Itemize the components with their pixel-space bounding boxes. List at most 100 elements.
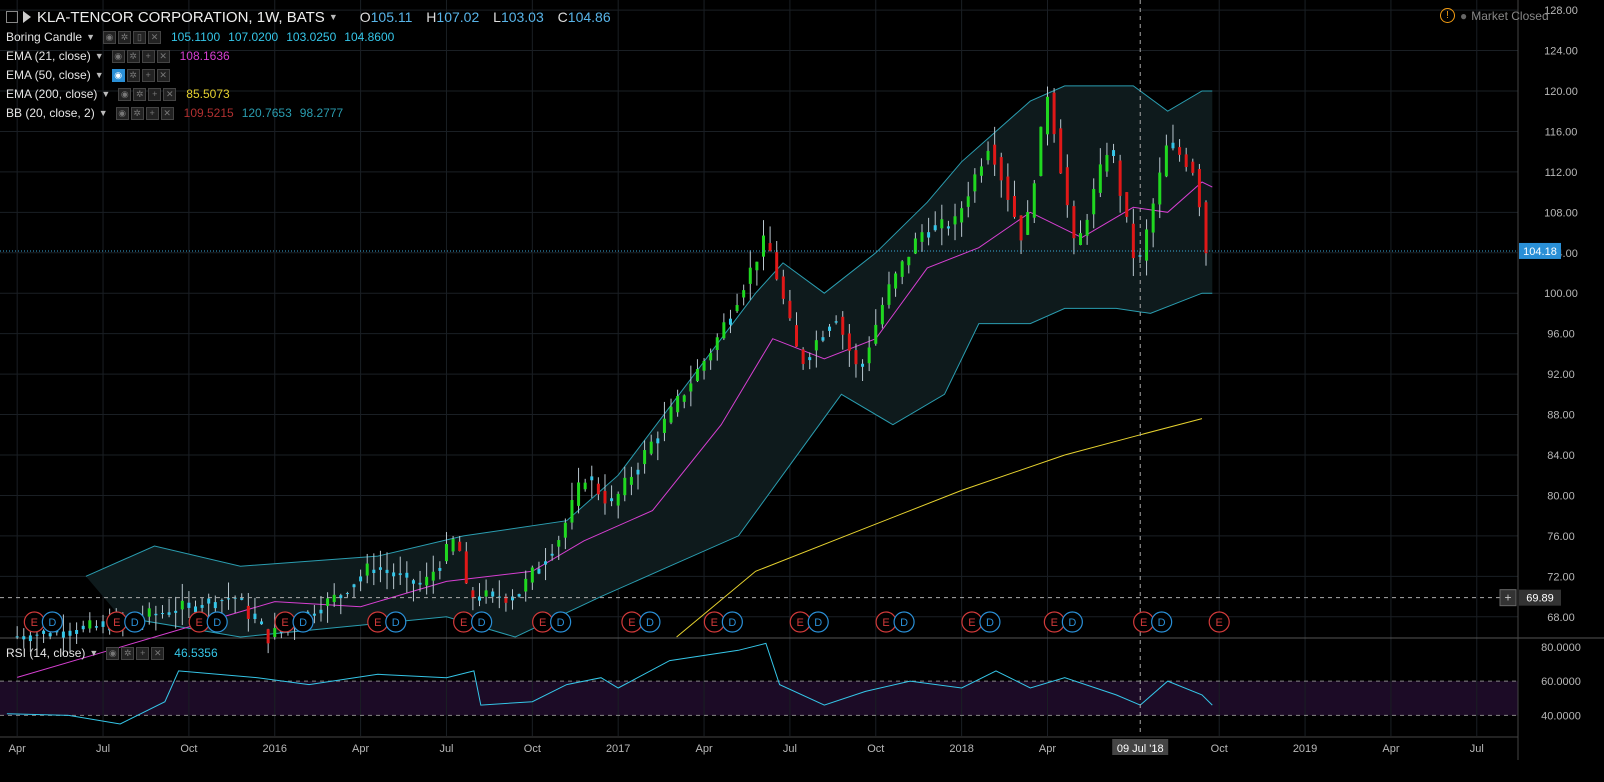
eye-icon[interactable]: ◉ <box>118 87 132 101</box>
gear-icon[interactable]: ✲ <box>130 106 144 120</box>
gear-icon[interactable]: ✲ <box>121 646 135 660</box>
chevron-down-icon[interactable]: ▼ <box>89 648 99 658</box>
chevron-down-icon[interactable]: ▼ <box>328 12 338 22</box>
candle-body <box>689 383 693 392</box>
time-tick-label: 2018 <box>949 743 973 755</box>
candle-body <box>246 605 250 619</box>
chevron-down-icon[interactable]: ▼ <box>101 89 111 99</box>
chevron-down-icon[interactable]: ▼ <box>86 32 95 42</box>
candle-low: 103.0250 <box>286 30 337 44</box>
symbol-header: KLA-TENCOR CORPORATION, 1W, BATS ▼ O105.… <box>6 7 621 27</box>
candle-body <box>847 333 851 351</box>
time-tick-label: 2016 <box>263 743 287 755</box>
bb-fill <box>85 85 1213 637</box>
gear-icon[interactable]: ✲ <box>126 68 140 82</box>
legend-candle[interactable]: Boring Candle ▼ ◉ ✲ ▯ ✕ 105.1100 107.0200 10… <box>6 28 394 46</box>
legend-ema50[interactable]: EMA (50, close) ▼ ◉ ✲ + ✕ <box>6 66 172 84</box>
legend-ema200[interactable]: EMA (200, close) ▼ ◉ ✲ + ✕ 85.5073 <box>6 85 230 103</box>
dividend-marker <box>385 611 407 633</box>
candle-body <box>946 226 950 229</box>
eye-icon[interactable]: ◉ <box>111 68 125 82</box>
rsi-band <box>0 681 1518 716</box>
candle-body <box>1105 155 1109 172</box>
plus-icon[interactable]: + <box>141 68 155 82</box>
close-icon[interactable]: ✕ <box>163 87 177 101</box>
symbol-title[interactable]: KLA-TENCOR CORPORATION, 1W, BATS <box>37 8 325 26</box>
chevron-down-icon[interactable]: ▼ <box>94 51 104 61</box>
legend-ema21[interactable]: EMA (21, close) ▼ ◉ ✲ + ✕ 108.1636 <box>6 47 230 65</box>
price-tick-label: 80.00 <box>1547 490 1575 502</box>
open-label: O <box>359 9 371 25</box>
eye-icon[interactable]: ◉ <box>115 106 129 120</box>
candle-body <box>167 612 171 615</box>
legend-rsi-name[interactable]: RSI (14, close) <box>6 646 86 660</box>
candle-body <box>801 349 805 364</box>
ema21-line <box>17 181 1213 678</box>
legend-ema21-name[interactable]: EMA (21, close) <box>6 49 91 63</box>
close-icon[interactable]: ✕ <box>160 106 174 120</box>
gear-icon[interactable]: ✲ <box>117 30 131 44</box>
close-icon[interactable]: ✕ <box>156 68 170 82</box>
candle-body <box>907 256 911 266</box>
legend-candle-name[interactable]: Boring Candle <box>6 30 83 44</box>
legend-rsi[interactable]: RSI (14, close) ▼ ◉ ✲ + ✕ 46.5356 <box>6 644 218 662</box>
candle-close: 104.8600 <box>344 30 395 44</box>
rsi-value: 46.5356 <box>174 646 218 660</box>
gear-icon[interactable]: ✲ <box>133 87 147 101</box>
price-tick-label: 68.00 <box>1547 612 1575 624</box>
candle-body <box>986 150 990 161</box>
candle-body <box>768 243 772 252</box>
earnings-marker-label: E <box>31 617 38 629</box>
earnings-marker-label: E <box>460 617 467 629</box>
close-icon[interactable]: ✕ <box>147 30 161 44</box>
dividend-marker-label: D <box>392 617 400 629</box>
candle-body <box>775 252 779 280</box>
candle-body <box>1145 229 1149 261</box>
last-price-tag <box>1519 242 1561 259</box>
plus-icon[interactable]: + <box>145 106 159 120</box>
candle-body <box>42 630 46 634</box>
candle-body <box>577 482 581 506</box>
dividend-marker <box>721 611 743 633</box>
close-icon[interactable]: ✕ <box>151 646 165 660</box>
price-tick-label: 124.00 <box>1544 46 1578 58</box>
close-icon[interactable]: ✕ <box>156 49 170 63</box>
plus-icon[interactable]: + <box>136 646 150 660</box>
candle-body <box>709 352 713 361</box>
low-label: L <box>493 9 501 25</box>
time-tick-label: Oct <box>867 743 884 755</box>
candle-open: 105.1100 <box>170 30 221 44</box>
chevron-down-icon[interactable]: ▼ <box>94 70 104 80</box>
menu-icon[interactable] <box>6 11 18 23</box>
candle-body <box>867 347 871 364</box>
chevron-down-icon[interactable]: ▼ <box>98 108 108 118</box>
price-tick-label: 92.00 <box>1547 369 1575 381</box>
legend-ema50-name[interactable]: EMA (50, close) <box>6 68 91 82</box>
gear-icon[interactable]: ✲ <box>126 49 140 63</box>
dividend-marker-label: D <box>557 617 565 629</box>
candle-body <box>537 568 541 574</box>
candle-body <box>900 261 904 277</box>
legend-bb-name[interactable]: BB (20, close, 2) <box>6 106 95 120</box>
candle-body <box>94 626 98 628</box>
eye-icon[interactable]: ◉ <box>111 49 125 63</box>
time-tick-label: Jul <box>439 743 453 755</box>
candle-body <box>365 563 369 576</box>
earnings-marker-label: E <box>113 617 120 629</box>
candle-body <box>524 578 528 592</box>
rsi-tick-label: 40.0000 <box>1541 710 1581 722</box>
candle-body <box>570 500 574 523</box>
copy-icon[interactable]: ▯ <box>132 30 146 44</box>
plus-icon[interactable]: + <box>141 49 155 63</box>
legend-bb[interactable]: BB (20, close, 2) ▼ ◉ ✲ + ✕ 109.5215 120.765… <box>6 104 343 122</box>
candle-body <box>953 216 957 225</box>
plus-icon[interactable]: + <box>148 87 162 101</box>
eye-icon[interactable]: ◉ <box>102 30 116 44</box>
dividend-marker <box>292 611 314 633</box>
candle-body <box>695 369 699 382</box>
candle-body <box>444 544 448 562</box>
eye-icon[interactable]: ◉ <box>106 646 120 660</box>
legend-ema200-name[interactable]: EMA (200, close) <box>6 87 98 101</box>
candle-body <box>1092 188 1096 215</box>
